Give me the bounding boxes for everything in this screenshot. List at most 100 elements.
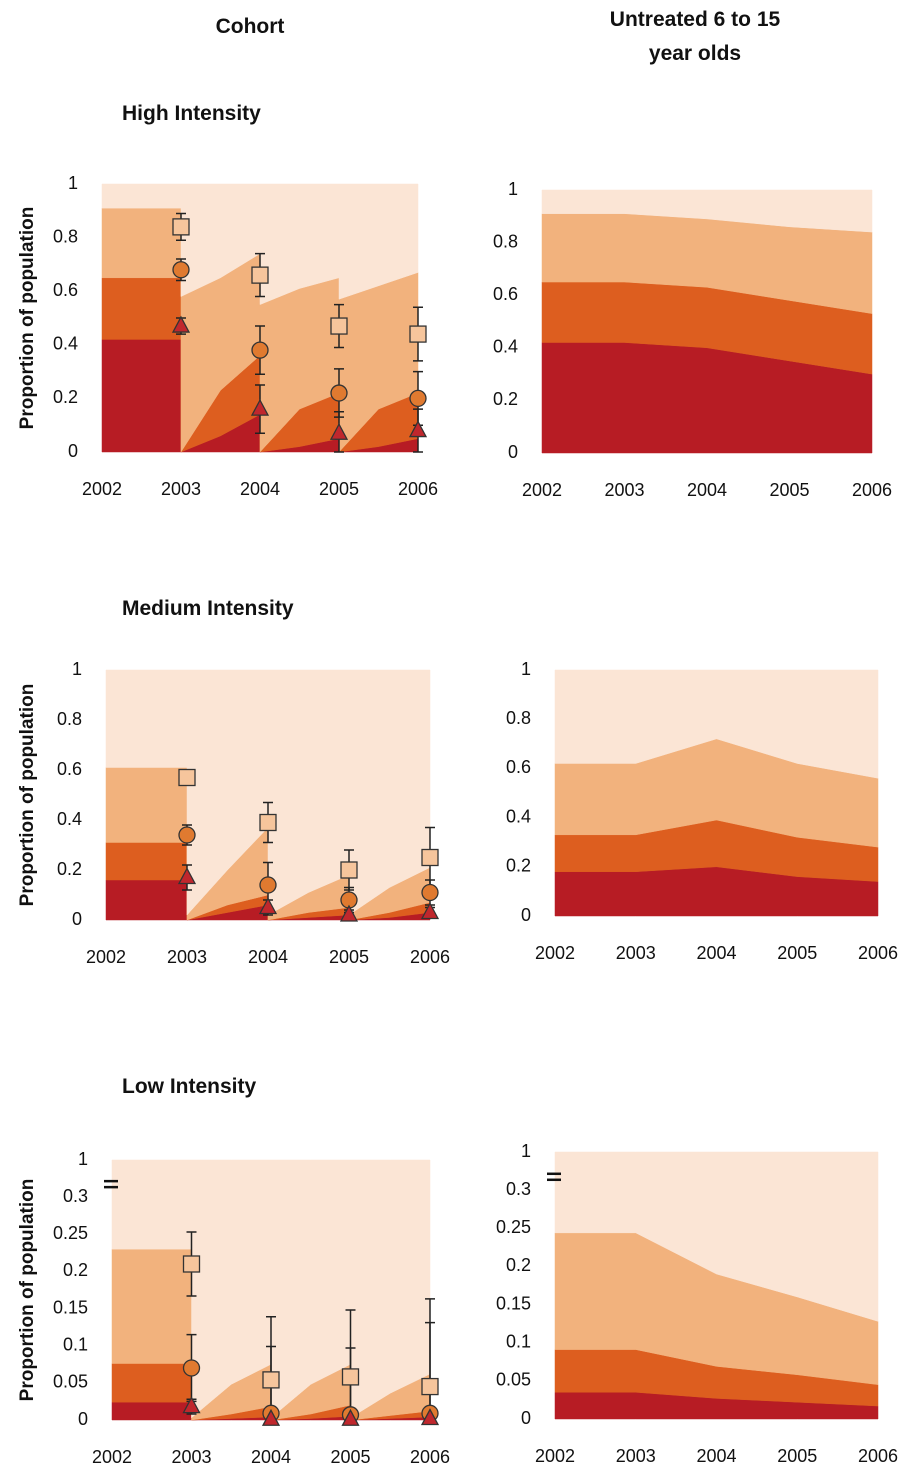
- plot: [541, 189, 873, 454]
- y-tick-label: 0.2: [506, 856, 531, 876]
- y-tick-label: 0: [521, 1408, 531, 1428]
- marker: [330, 317, 348, 335]
- marker: [341, 1408, 360, 1426]
- y-tick-label: 0.4: [506, 806, 531, 826]
- x-tick-label: 2006: [398, 479, 438, 499]
- x-tick-label: 2003: [616, 1446, 656, 1466]
- y-tick-label: 0.05: [53, 1372, 88, 1392]
- x-tick-label: 2006: [852, 480, 892, 500]
- y-tick-label: 0.4: [493, 337, 518, 357]
- marker: [250, 398, 270, 416]
- x-tick-label: 2004: [687, 480, 727, 500]
- marker: [172, 261, 190, 279]
- column-title: Cohort: [215, 15, 285, 38]
- y-tick-label: 0.4: [57, 809, 82, 829]
- y-tick-label: 0.8: [53, 226, 78, 246]
- y-tick-label: 1: [72, 659, 82, 679]
- y-tick-label: 0: [78, 1409, 88, 1429]
- y-tick-label: 0.8: [493, 231, 518, 251]
- marker: [409, 389, 427, 408]
- y-tick-label: 0.4: [53, 334, 78, 354]
- x-tick-label: 2002: [535, 943, 575, 963]
- y-tick-label: 0.6: [506, 757, 531, 777]
- x-tick-label: 2005: [777, 943, 817, 963]
- x-tick-label: 2006: [858, 1446, 898, 1466]
- marker: [420, 1408, 440, 1426]
- x-tick-label: 2005: [319, 479, 359, 499]
- x-tick-label: 2005: [329, 947, 369, 967]
- area: [554, 1151, 879, 1322]
- y-tick-label: 0.2: [63, 1260, 88, 1280]
- y-tick-label: 0.2: [53, 387, 78, 407]
- column-title: Untreated 6 to 15 year olds: [609, 8, 781, 65]
- y-tick-label: 0.3: [63, 1186, 88, 1206]
- x-tick-label: 2002: [522, 480, 562, 500]
- x-tick-label: 2004: [251, 1447, 291, 1467]
- plot: [554, 669, 879, 917]
- x-tick-label: 2005: [777, 1446, 817, 1466]
- y-tick-label: 1: [521, 1141, 531, 1161]
- marker: [408, 420, 428, 438]
- y-tick-label: 0: [521, 905, 531, 925]
- marker: [330, 384, 348, 402]
- row-title: Medium Intensity: [122, 597, 294, 620]
- y-tick-label: 0: [68, 441, 78, 461]
- marker: [258, 897, 278, 915]
- area: [541, 189, 873, 233]
- area: [554, 669, 879, 779]
- marker: [261, 1408, 281, 1426]
- marker: [421, 1377, 439, 1396]
- marker: [329, 422, 349, 440]
- marker: [182, 1396, 201, 1414]
- marker: [182, 1359, 201, 1377]
- x-tick-label: 2003: [161, 479, 201, 499]
- x-tick-label: 2005: [330, 1447, 370, 1467]
- y-tick-label: 1: [521, 659, 531, 679]
- x-tick-label: 2002: [92, 1447, 132, 1467]
- x-tick-label: 2006: [410, 947, 450, 967]
- marker: [171, 315, 191, 333]
- marker: [177, 867, 197, 885]
- y-tick-label: 1: [508, 179, 518, 199]
- marker: [251, 266, 269, 284]
- y-tick-label: 0: [72, 909, 82, 929]
- y-axis-label: Proportion of population: [17, 207, 38, 430]
- marker: [421, 848, 439, 867]
- marker: [178, 826, 196, 844]
- row-title: High Intensity: [122, 102, 261, 125]
- y-tick-label: 0.25: [53, 1223, 88, 1243]
- y-tick-label: 0.2: [493, 389, 518, 409]
- x-tick-label: 2003: [171, 1447, 211, 1467]
- x-tick-label: 2003: [616, 943, 656, 963]
- x-tick-label: 2006: [858, 943, 898, 963]
- y-tick-label: 0.6: [53, 280, 78, 300]
- x-tick-label: 2002: [82, 479, 122, 499]
- marker: [251, 341, 269, 359]
- marker: [172, 218, 190, 236]
- marker: [262, 1371, 280, 1389]
- y-tick-label: 0.2: [506, 1255, 531, 1275]
- y-tick-label: 0.25: [496, 1217, 531, 1237]
- y-axis-label: Proportion of population: [17, 684, 38, 907]
- y-tick-label: 0.15: [53, 1297, 88, 1317]
- marker: [421, 883, 439, 902]
- x-tick-label: 2002: [86, 947, 126, 967]
- y-tick-label: 0.1: [63, 1334, 88, 1354]
- marker: [340, 861, 358, 879]
- y-tick-label: 0.8: [57, 709, 82, 729]
- y-tick-label: 0.15: [496, 1293, 531, 1313]
- y-tick-label: 0: [508, 442, 518, 462]
- y-tick-label: 0.3: [506, 1179, 531, 1199]
- marker: [178, 768, 196, 787]
- y-tick-label: 1: [78, 1149, 88, 1169]
- x-tick-label: 2004: [248, 947, 288, 967]
- y-tick-label: 0.2: [57, 859, 82, 879]
- x-tick-label: 2005: [769, 480, 809, 500]
- y-tick-label: 0.8: [506, 708, 531, 728]
- x-tick-label: 2003: [167, 947, 207, 967]
- y-axis-label: Proportion of population: [17, 1179, 38, 1402]
- x-tick-label: 2002: [535, 1446, 575, 1466]
- marker: [420, 902, 440, 920]
